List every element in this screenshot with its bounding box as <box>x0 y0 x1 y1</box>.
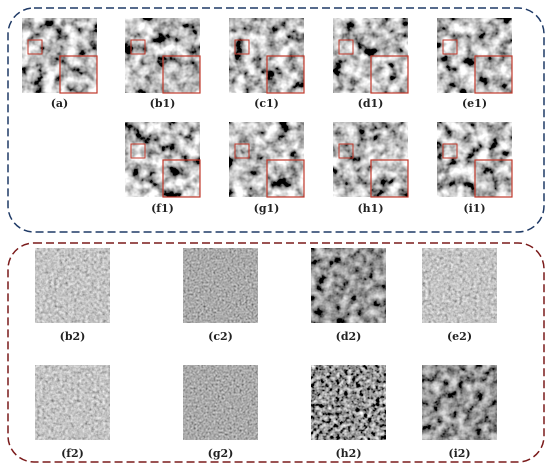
roi-box <box>27 39 43 55</box>
roi-box <box>442 143 458 159</box>
panel-label: (i1) <box>463 202 485 215</box>
panel-label: (h2) <box>335 447 361 460</box>
residual-image <box>183 365 258 440</box>
panel-label: (c1) <box>254 97 279 110</box>
panel-label: (h1) <box>357 202 383 215</box>
zoom-box <box>59 55 98 94</box>
roi-box <box>234 39 250 55</box>
zoom-inset <box>163 160 200 197</box>
zoom-inset <box>475 160 512 197</box>
zoom-box <box>474 55 513 94</box>
panel-label: (f2) <box>61 447 84 460</box>
roi-box <box>234 143 250 159</box>
panel-label: (f1) <box>151 202 174 215</box>
roi-box <box>130 143 146 159</box>
panel-label: (i2) <box>448 447 470 460</box>
zoom-inset <box>163 56 200 93</box>
zoom-box <box>162 159 201 198</box>
residual-image <box>35 248 110 323</box>
panel-label: (b1) <box>150 97 176 110</box>
panel-label: (a) <box>51 97 69 110</box>
zoom-inset <box>371 160 408 197</box>
residual-image <box>35 365 110 440</box>
zoom-inset <box>60 56 97 93</box>
panel-label: (c2) <box>208 330 233 343</box>
residual-image <box>422 248 497 323</box>
zoom-inset <box>371 56 408 93</box>
zoom-box <box>266 159 305 198</box>
zoom-inset <box>475 56 512 93</box>
roi-box <box>338 143 354 159</box>
panel-label: (b2) <box>60 330 86 343</box>
zoom-box <box>370 55 409 94</box>
top-frame <box>7 7 545 233</box>
panel-label: (g2) <box>208 447 234 460</box>
zoom-inset <box>267 160 304 197</box>
zoom-box <box>162 55 201 94</box>
zoom-box <box>266 55 305 94</box>
residual-image <box>311 248 386 323</box>
panel-label: (d1) <box>358 97 384 110</box>
panel-label: (e1) <box>462 97 487 110</box>
panels: (a) (b1) (c1) (d1) (e1) (f1) (g1) (h1) (i1) (b2) (… <box>22 18 513 460</box>
panel-label: (d2) <box>336 330 362 343</box>
panel-label: (g1) <box>254 202 280 215</box>
residual-image <box>311 365 386 440</box>
zoom-box <box>474 159 513 198</box>
residual-image <box>422 365 497 440</box>
residual-image <box>183 248 258 323</box>
roi-box <box>442 39 458 55</box>
bottom-frame <box>7 242 545 463</box>
zoom-inset <box>267 56 304 93</box>
roi-box <box>338 39 354 55</box>
panel-label: (e2) <box>447 330 472 343</box>
roi-box <box>130 39 146 55</box>
zoom-box <box>370 159 409 198</box>
